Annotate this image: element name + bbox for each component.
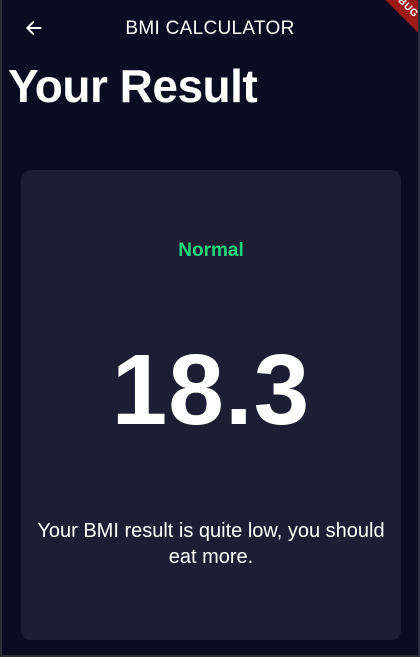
bmi-status-label: Normal (178, 240, 244, 261)
result-card: Normal 18.3 Your BMI result is quite low… (21, 170, 401, 640)
page-title: Your Result (8, 60, 258, 112)
bmi-value: 18.3 (111, 334, 311, 446)
back-button[interactable] (16, 12, 52, 44)
arrow-left-icon (26, 21, 42, 35)
app-bar-title: BMI CALCULATOR (125, 18, 295, 39)
app-bar: BMI CALCULATOR DEBUG (2, 0, 418, 56)
bmi-advice-text: Your BMI result is quite low, you should… (37, 520, 385, 568)
